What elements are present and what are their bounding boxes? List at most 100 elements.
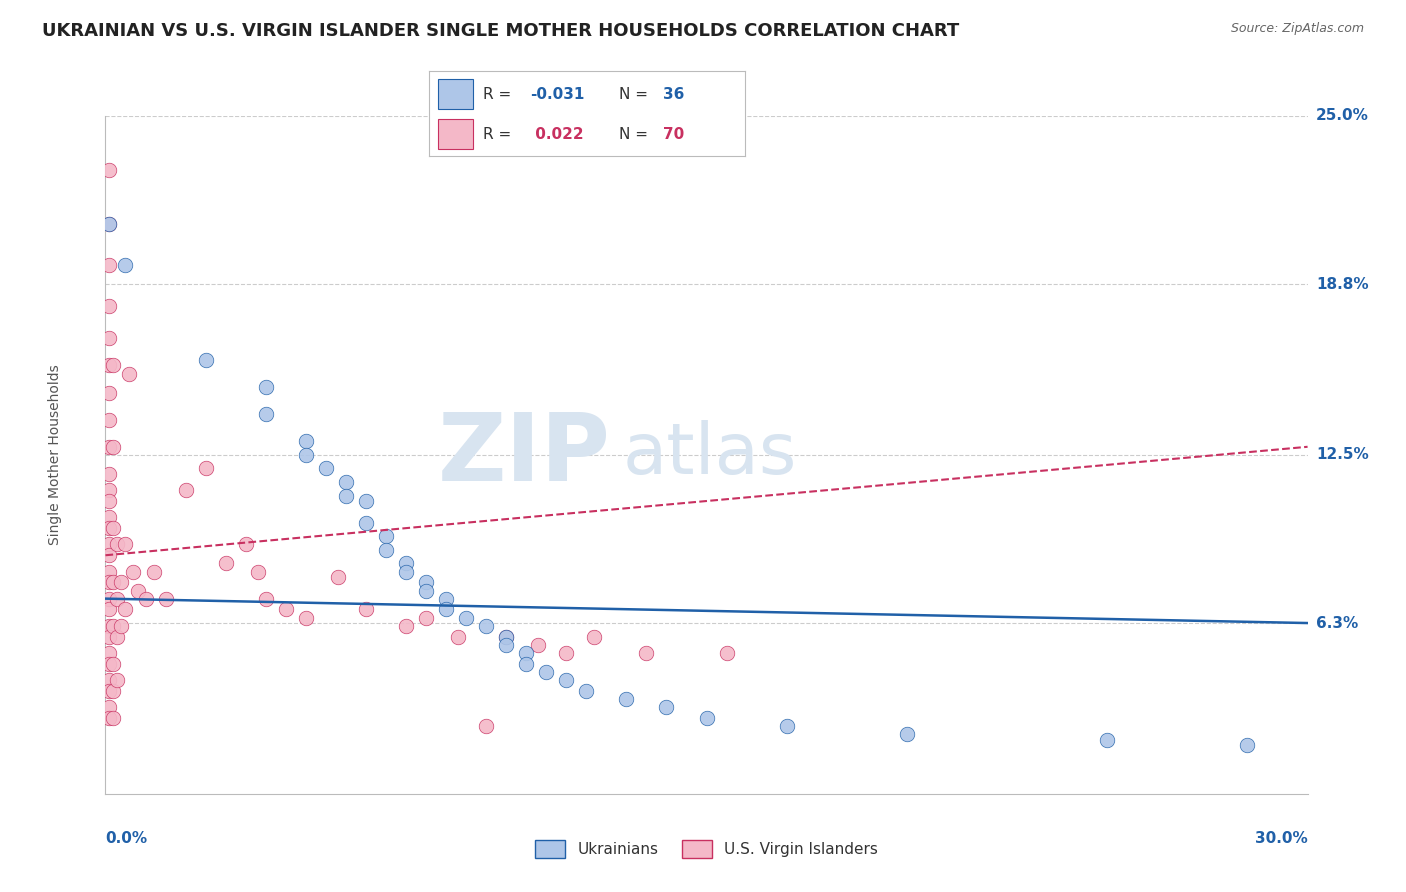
Point — [98, 548, 121, 562]
Point — [103, 359, 125, 373]
Point — [114, 258, 136, 272]
Point — [214, 557, 236, 571]
Point — [114, 537, 136, 551]
Point — [98, 299, 121, 313]
Point — [254, 407, 277, 421]
Point — [107, 630, 129, 644]
Point — [555, 646, 578, 660]
Point — [118, 367, 141, 381]
Point — [655, 700, 678, 714]
Point — [142, 565, 165, 579]
Text: atlas: atlas — [623, 420, 797, 490]
Text: UKRAINIAN VS U.S. VIRGIN ISLANDER SINGLE MOTHER HOUSEHOLDS CORRELATION CHART: UKRAINIAN VS U.S. VIRGIN ISLANDER SINGLE… — [42, 22, 959, 40]
Text: 30.0%: 30.0% — [1254, 831, 1308, 847]
Text: Source: ZipAtlas.com: Source: ZipAtlas.com — [1230, 22, 1364, 36]
Point — [583, 630, 606, 644]
Point — [103, 657, 125, 671]
Text: 0.022: 0.022 — [530, 127, 583, 142]
Point — [98, 483, 121, 498]
FancyBboxPatch shape — [439, 79, 472, 110]
Point — [776, 719, 799, 733]
Point — [98, 359, 121, 373]
Point — [354, 516, 377, 530]
Point — [515, 657, 537, 671]
Text: -0.031: -0.031 — [530, 87, 585, 102]
Point — [114, 602, 136, 616]
Point — [295, 610, 318, 624]
Point — [98, 619, 121, 633]
Point — [434, 591, 457, 606]
Point — [616, 692, 638, 706]
Point — [98, 591, 121, 606]
Point — [194, 353, 217, 368]
Point — [696, 711, 718, 725]
Point — [716, 646, 738, 660]
Point — [415, 583, 437, 598]
Point — [1236, 738, 1258, 752]
Point — [135, 591, 157, 606]
Text: 12.5%: 12.5% — [1316, 448, 1368, 462]
Point — [636, 646, 658, 660]
Point — [335, 475, 357, 489]
Point — [98, 258, 121, 272]
Text: Single Mother Households: Single Mother Households — [48, 365, 62, 545]
Text: R =: R = — [482, 87, 510, 102]
Point — [447, 630, 470, 644]
Point — [395, 557, 418, 571]
Point — [98, 657, 121, 671]
Point — [254, 591, 277, 606]
Text: 6.3%: 6.3% — [1316, 615, 1358, 631]
Point — [246, 565, 269, 579]
Point — [295, 434, 318, 449]
Point — [395, 619, 418, 633]
Text: ZIP: ZIP — [437, 409, 610, 501]
Point — [98, 683, 121, 698]
Point — [194, 461, 217, 475]
Point — [415, 610, 437, 624]
Point — [107, 537, 129, 551]
Point — [98, 537, 121, 551]
Point — [515, 646, 537, 660]
Point — [555, 673, 578, 687]
Point — [98, 630, 121, 644]
Point — [295, 448, 318, 462]
Point — [122, 565, 145, 579]
Point — [103, 711, 125, 725]
Point — [98, 673, 121, 687]
Point — [98, 711, 121, 725]
Text: 36: 36 — [664, 87, 685, 102]
Point — [335, 489, 357, 503]
Point — [235, 537, 257, 551]
Point — [98, 602, 121, 616]
Text: R =: R = — [482, 127, 510, 142]
Point — [495, 630, 517, 644]
Point — [495, 638, 517, 652]
Point — [103, 683, 125, 698]
Point — [326, 570, 349, 584]
Point — [495, 630, 517, 644]
Point — [98, 218, 121, 232]
Legend: Ukrainians, U.S. Virgin Islanders: Ukrainians, U.S. Virgin Islanders — [529, 834, 884, 864]
Point — [155, 591, 177, 606]
Point — [98, 510, 121, 524]
Text: 70: 70 — [664, 127, 685, 142]
Point — [98, 440, 121, 454]
Point — [98, 385, 121, 400]
Point — [110, 575, 132, 590]
Text: N =: N = — [619, 87, 648, 102]
Point — [374, 542, 398, 557]
Point — [103, 440, 125, 454]
Point — [103, 619, 125, 633]
Point — [274, 602, 297, 616]
Point — [98, 575, 121, 590]
Point — [110, 619, 132, 633]
Point — [415, 575, 437, 590]
Point — [103, 575, 125, 590]
Point — [475, 619, 498, 633]
Point — [98, 163, 121, 178]
Point — [896, 727, 918, 741]
Point — [98, 494, 121, 508]
FancyBboxPatch shape — [439, 119, 472, 149]
Point — [98, 521, 121, 535]
Point — [174, 483, 197, 498]
